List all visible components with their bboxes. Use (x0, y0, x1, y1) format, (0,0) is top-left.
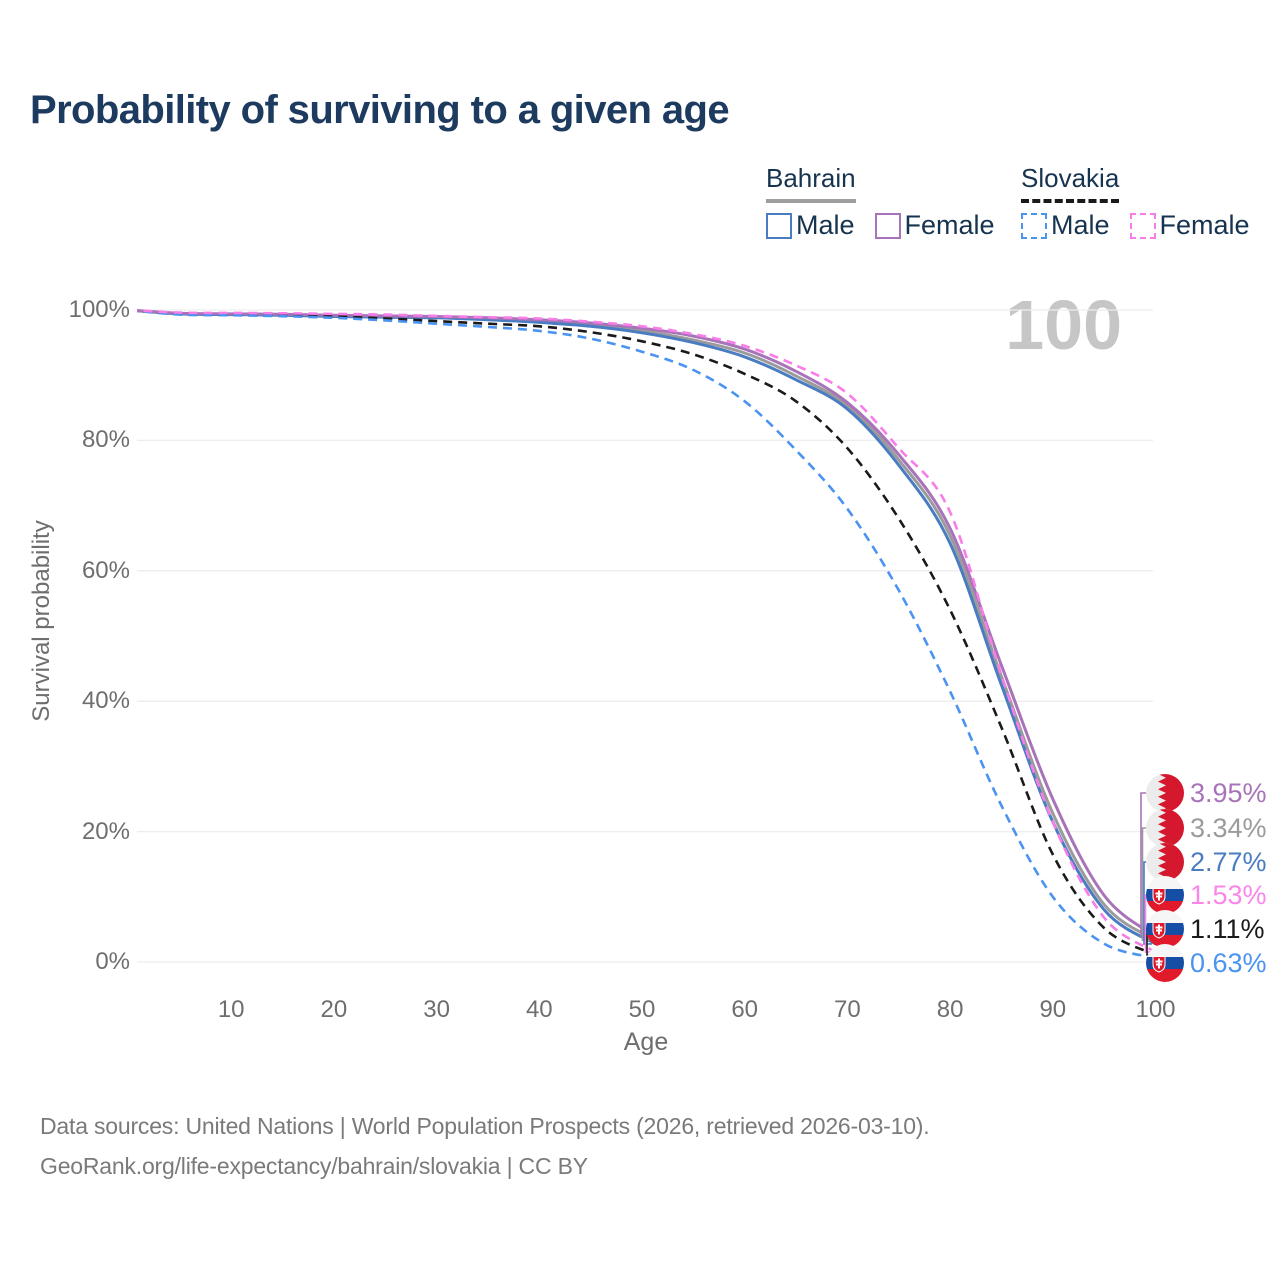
y-tick-label: 0% (95, 948, 130, 975)
legend-item-slovakia-female[interactable]: Female (1129, 210, 1250, 241)
x-tick-label: 70 (834, 996, 861, 1023)
bahrain-flag-icon (1146, 774, 1184, 812)
bahrain-flag-icon (1146, 843, 1184, 881)
y-tick-label: 20% (81, 817, 130, 845)
y-tick-label: 100% (68, 296, 130, 323)
y-tick-label: 40% (81, 687, 130, 715)
x-axis-title: Age (623, 1028, 669, 1056)
end-value-text: 3.34% (1190, 813, 1267, 843)
end-value-text: 1.53% (1190, 880, 1267, 910)
end-value-row-slovakia-total[interactable]: 1.11% (1146, 910, 1265, 948)
curve-bahrain-male[interactable] (129, 309, 1157, 946)
page-title: Probability of surviving to a given age (30, 88, 730, 132)
legend-item-label: Male (796, 210, 855, 240)
x-tick-label: 90 (1039, 996, 1067, 1023)
legend-country-label[interactable]: Bahrain (766, 163, 856, 203)
end-value-text: 2.77% (1190, 847, 1267, 877)
attribution-line: GeoRank.org/life-expectancy/bahrain/slov… (40, 1153, 588, 1179)
x-tick-label: 10 (217, 996, 245, 1023)
legend-swatch (874, 212, 901, 239)
end-value-row-bahrain-female[interactable]: 3.95% (1146, 774, 1267, 812)
x-tick-label: 80 (936, 996, 964, 1023)
curve-slovakia-total[interactable] (129, 309, 1157, 956)
slovakia-flag-icon (1146, 910, 1184, 948)
x-tick-label: 40 (525, 996, 553, 1023)
end-value-text: 3.95% (1190, 778, 1267, 808)
x-tick-label: 20 (320, 996, 348, 1023)
x-tick-label: 30 (423, 996, 450, 1023)
x-tick-label: 60 (731, 996, 759, 1023)
x-tick-label: 50 (628, 996, 656, 1023)
x-tick-label: 100 (1135, 996, 1176, 1023)
legend-item-slovakia-male[interactable]: Male (1021, 210, 1110, 241)
end-value-row-slovakia-female[interactable]: 1.53% (1146, 876, 1267, 914)
legend-swatch (1129, 212, 1156, 239)
end-value-row-bahrain-male[interactable]: 2.77% (1146, 843, 1267, 881)
curve-slovakia-female[interactable] (129, 309, 1157, 954)
legend-group-slovakia: Slovakia Male Female (1021, 163, 1250, 241)
legend-item-bahrain-male[interactable]: Male (766, 210, 855, 241)
legend-swatch (766, 212, 792, 239)
hover-age-watermark: 100 (1005, 286, 1122, 364)
y-tick-label: 60% (81, 556, 130, 584)
data-sources-line: Data sources: United Nations | World Pop… (40, 1113, 930, 1139)
bahrain-flag-icon (1146, 809, 1184, 847)
curve-bahrain-female[interactable] (129, 309, 1157, 938)
legend-country-label[interactable]: Slovakia (1021, 163, 1120, 203)
legend-group-bahrain: Bahrain Male Female (766, 163, 995, 241)
end-value-text: 0.63% (1190, 948, 1267, 978)
legend-swatch (1021, 212, 1047, 239)
legend-item-label: Female (904, 210, 995, 240)
curve-slovakia-male[interactable] (129, 309, 1156, 960)
end-value-text: 1.11% (1190, 914, 1265, 944)
curve-bahrain-total[interactable] (129, 309, 1157, 942)
y-tick-label: 80% (81, 426, 130, 454)
legend-item-label: Male (1051, 210, 1110, 240)
footer: Data sources: United Nations | World Pop… (40, 1106, 930, 1186)
end-value-row-bahrain-total[interactable]: 3.34% (1146, 809, 1267, 847)
legend-item-label: Female (1159, 210, 1250, 240)
legend-item-bahrain-female[interactable]: Female (874, 210, 995, 241)
slovakia-flag-icon (1146, 944, 1184, 982)
slovakia-flag-icon (1146, 876, 1184, 914)
end-value-row-slovakia-male[interactable]: 0.63% (1146, 944, 1267, 982)
